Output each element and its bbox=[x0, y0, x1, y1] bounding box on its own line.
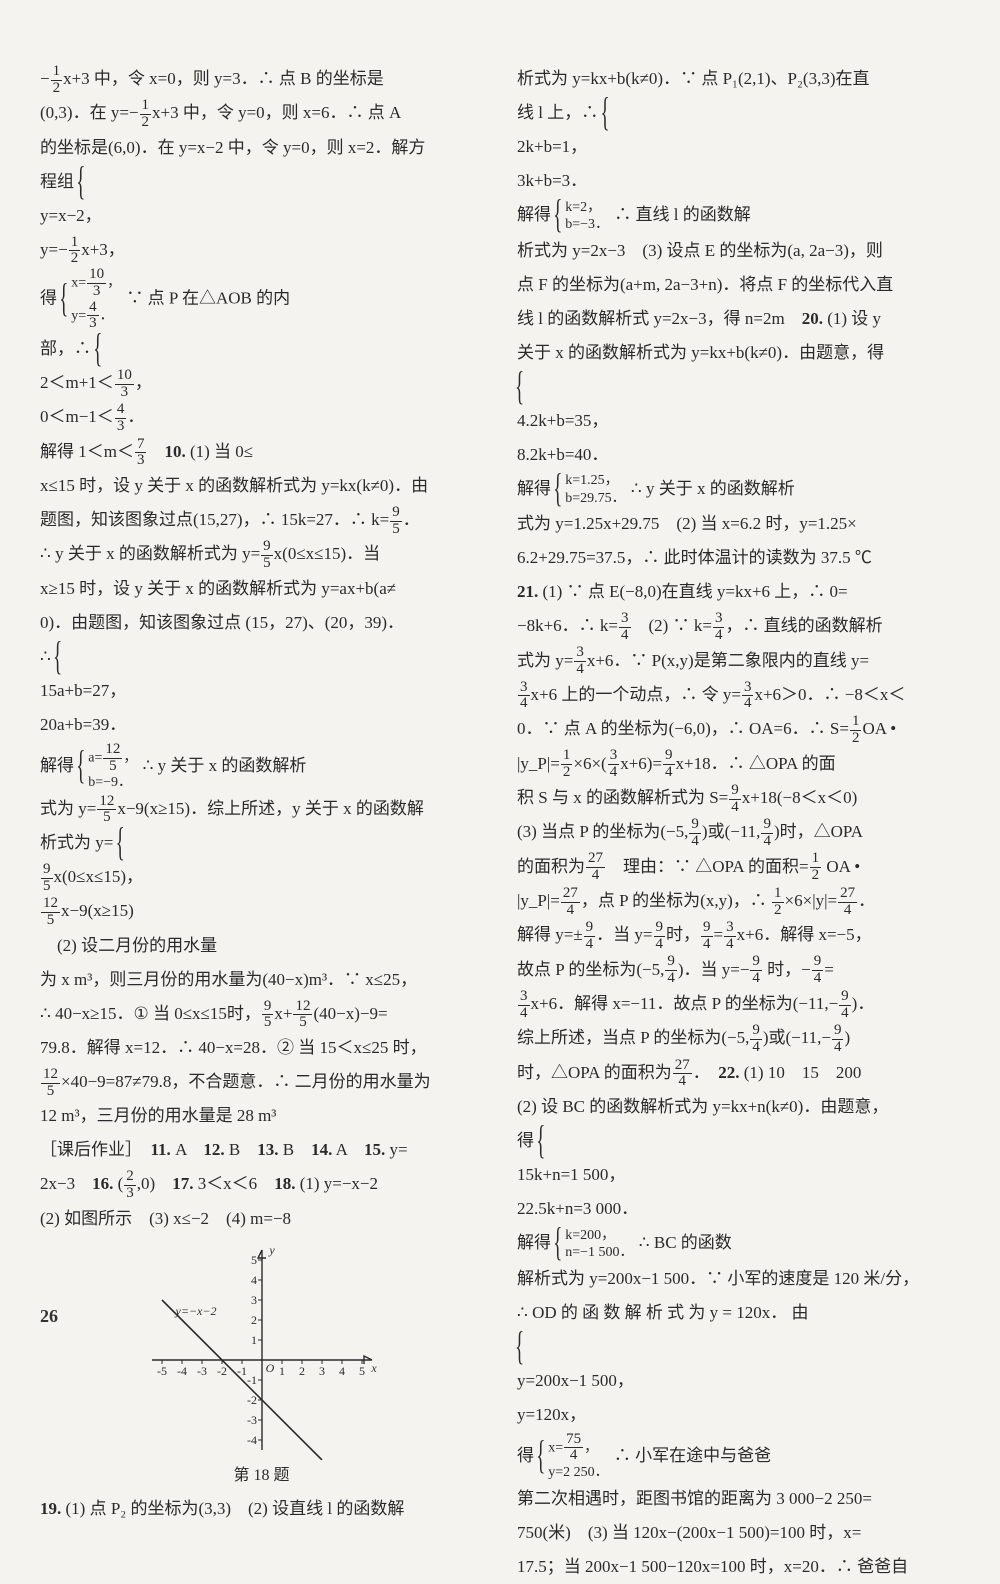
text-line: 题图，知该图象过点(15,27)，∴ 15k=27．∴ k=95． bbox=[40, 503, 483, 537]
svg-text:-4: -4 bbox=[177, 1364, 187, 1378]
svg-text:-1: -1 bbox=[247, 1373, 257, 1387]
text-line: 故点 P 的坐标为(−5,94)．当 y=−94 时，−94= bbox=[517, 953, 960, 987]
text-line: (2) 如图所示 (3) x≤−2 (4) m=−8 bbox=[40, 1202, 483, 1236]
text-line: |y_P|=274，点 P 的坐标为(x,y)，∴ 12×6×|y|=274． bbox=[517, 884, 960, 918]
svg-text:-5: -5 bbox=[157, 1364, 167, 1378]
text-line: x≤15 时，设 y 关于 x 的函数解析式为 y=kx(k≠0)．由 bbox=[40, 469, 483, 503]
text-line: 析式为 y= bbox=[40, 826, 483, 860]
text-line: 式为 y=1.25x+29.75 (2) 当 x=6.2 时，y=1.25× bbox=[517, 507, 960, 541]
svg-text:2: 2 bbox=[251, 1313, 257, 1327]
text-line: 积 S 与 x 的函数解析式为 S=94x+18(−8＜x＜0) bbox=[517, 781, 960, 815]
text-line bbox=[517, 1330, 960, 1364]
text-line: 125×40−9=87≠79.8，不合题意．∴ 二月份的用水量为 bbox=[40, 1065, 483, 1099]
text-line: 0．∵ 点 A 的坐标为(−6,0)，∴ OA=6．∴ S=12OA • bbox=[517, 712, 960, 746]
page-columns: −12x+3 中，令 x=0，则 y=3．∴ 点 B 的坐标是 (0,3)．在 … bbox=[40, 62, 960, 1584]
text-line: 析式为 y=kx+b(k≠0)．∵ 点 P₁(2,1)、P₂(3,3)在直 bbox=[517, 62, 960, 96]
text-line: 0)．由题图，知该图象过点 (15，27)、(20，39)． bbox=[40, 606, 483, 640]
text-line: 17.5；当 200x−1 500−120x=100 时，x=20．∴ 爸爸自 bbox=[517, 1550, 960, 1584]
text-line: 综上所述，当点 P 的坐标为(−5,94)或(−11,−94) bbox=[517, 1021, 960, 1055]
text-line: ［课后作业］ 11. A 12. B 13. B 14. A 15. y= bbox=[40, 1133, 483, 1167]
svg-text:-2: -2 bbox=[247, 1393, 257, 1407]
text-line: 析式为 y=2x−3 (3) 设点 E 的坐标为(a, 2a−3)，则 bbox=[517, 234, 960, 268]
text-line: 为 x m³，则三月份的用水量为(40−x)m³．∵ x≤25， bbox=[40, 963, 483, 997]
text-line: 线 l 上，∴ bbox=[517, 96, 960, 130]
svg-text:4: 4 bbox=[251, 1273, 257, 1287]
text-line: ∴ bbox=[40, 640, 483, 674]
text-line: ∴ OD 的 函 数 解 析 式 为 y = 120x． 由 bbox=[517, 1296, 960, 1330]
text-line: 第二次相遇时，距图书馆的距离为 3 000−2 250= bbox=[517, 1482, 960, 1516]
right-column: 析式为 y=kx+b(k≠0)．∵ 点 P₁(2,1)、P₂(3,3)在直 线 … bbox=[517, 62, 960, 1584]
text-line: 79.8．解得 x=12．∴ 40−x=28．② 当 15＜x≤25 时， bbox=[40, 1031, 483, 1065]
problem-number: 12. bbox=[203, 1140, 224, 1159]
text-line: 关于 x 的函数解析式为 y=kx+b(k≠0)．由题意，得 bbox=[517, 336, 960, 370]
text-line: 21. (1) ∵ 点 E(−8,0)在直线 y=kx+6 上，∴ 0= bbox=[517, 575, 960, 609]
text-line: 解得 y=±94．当 y=94时，94=34x+6．解得 x=−5， bbox=[517, 918, 960, 952]
text-line: |y_P|=12×6×(34x+6)=94x+18．∴ △OPA 的面 bbox=[517, 747, 960, 781]
problem-number: 20. bbox=[802, 309, 823, 328]
text-line: −12x+3 中，令 x=0，则 y=3．∴ 点 B 的坐标是 bbox=[40, 62, 483, 96]
text-line: 解析式为 y=200x−1 500．∵ 小军的速度是 120 米/分， bbox=[517, 1262, 960, 1296]
svg-text:2: 2 bbox=[299, 1364, 305, 1378]
text-line: (3) 当点 P 的坐标为(−5,94)或(−11,94)时，△OPA bbox=[517, 815, 960, 849]
problem-number: 11. bbox=[151, 1140, 171, 1159]
text-line: 的面积为274 理由：∵ △OPA 的面积=12 OA • bbox=[517, 850, 960, 884]
svg-text:-2: -2 bbox=[217, 1364, 227, 1378]
text-line: ∴ y 关于 x 的函数解析式为 y=95x(0≤x≤15)．当 bbox=[40, 537, 483, 571]
svg-text:-3: -3 bbox=[247, 1413, 257, 1427]
svg-text:-4: -4 bbox=[247, 1433, 257, 1447]
text-line: 程组 bbox=[40, 165, 483, 199]
text-line: (0,3)．在 y=−12x+3 中，令 y=0，则 x=6．∴ 点 A bbox=[40, 96, 483, 130]
problem-number: 18. bbox=[274, 1174, 295, 1193]
svg-text:y=−x−2: y=−x−2 bbox=[174, 1304, 216, 1318]
svg-text:1: 1 bbox=[251, 1333, 257, 1347]
svg-text:x: x bbox=[370, 1361, 377, 1375]
text-line: 34x+6 上的一个动点，∴ 令 y=34x+6＞0．∴ −8＜x＜ bbox=[517, 678, 960, 712]
text-line: 式为 y=34x+6．∵ P(x,y)是第二象限内的直线 y= bbox=[517, 644, 960, 678]
problem-number: 10. bbox=[164, 442, 185, 461]
text-line: ∴ 40−x≥15．① 当 0≤x≤15时，95x+125(40−x)−9= bbox=[40, 997, 483, 1031]
text-line: 19. (1) 点 P₂ 的坐标为(3,3) (2) 设直线 l 的函数解 bbox=[40, 1492, 483, 1526]
svg-text:5: 5 bbox=[251, 1253, 257, 1267]
figure-caption: 第 18 题 bbox=[40, 1460, 483, 1492]
problem-number: 22. bbox=[718, 1063, 739, 1082]
svg-text:y: y bbox=[268, 1243, 275, 1257]
text-line: 6.2+29.75=37.5，∴ 此时体温计的读数为 37.5 ℃ bbox=[517, 541, 960, 575]
graph-figure-18: -5-4-3-2-112345 12345-1-2-3-4 O x y y=−x… bbox=[142, 1240, 382, 1460]
svg-text:-3: -3 bbox=[197, 1364, 207, 1378]
text-line: 12 m³，三月份的用水量是 28 m³ bbox=[40, 1099, 483, 1133]
text-line: (2) 设 BC 的函数解析式为 y=kx+n(k≠0)．由题意， bbox=[517, 1090, 960, 1124]
problem-number: 14. bbox=[311, 1140, 332, 1159]
text-line: 得 bbox=[517, 1124, 960, 1158]
svg-text:5: 5 bbox=[359, 1364, 365, 1378]
problem-number: 19. bbox=[40, 1499, 61, 1518]
problem-number: 15. bbox=[364, 1140, 385, 1159]
text-line: 34x+6．解得 x=−11．故点 P 的坐标为(−11,−94)． bbox=[517, 987, 960, 1021]
svg-text:1: 1 bbox=[279, 1364, 285, 1378]
svg-text:4: 4 bbox=[339, 1364, 345, 1378]
text-line: −8k+6．∴ k=34 (2) ∵ k=34，∴ 直线的函数解析 bbox=[517, 609, 960, 643]
svg-text:3: 3 bbox=[251, 1293, 257, 1307]
text-line: x≥15 时，设 y 关于 x 的函数解析式为 y=ax+b(a≠ bbox=[40, 572, 483, 606]
left-column: −12x+3 中，令 x=0，则 y=3．∴ 点 B 的坐标是 (0,3)．在 … bbox=[40, 62, 483, 1584]
problem-number: 21. bbox=[517, 582, 538, 601]
text-line: 时，△OPA 的面积为274． 22. (1) 10 15 200 bbox=[517, 1056, 960, 1090]
svg-text:3: 3 bbox=[319, 1364, 325, 1378]
text-line: 750(米) (3) 当 120x−(200x−1 500)=100 时，x= bbox=[517, 1516, 960, 1550]
text-line: 的坐标是(6,0)．在 y=x−2 中，令 y=0，则 x=2．解方 bbox=[40, 131, 483, 165]
text-line bbox=[517, 370, 960, 404]
text-line: 2x−3 16. (23,0) 17. 3＜x＜6 18. (1) y=−x−2 bbox=[40, 1167, 483, 1201]
text-line: 点 F 的坐标为(a+m, 2a−3+n)．将点 F 的坐标代入直 bbox=[517, 268, 960, 302]
text-line: 线 l 的函数解析式 y=2x−3，得 n=2m 20. (1) 设 y bbox=[517, 302, 960, 336]
page-number: 26 bbox=[40, 1298, 58, 1334]
svg-text:O: O bbox=[265, 1361, 274, 1375]
problem-number: 13. bbox=[257, 1140, 278, 1159]
text-line: 式为 y=125x−9(x≥15)．综上所述，y 关于 x 的函数解 bbox=[40, 792, 483, 826]
text-line: 部，∴ bbox=[40, 332, 483, 366]
problem-number: 17. bbox=[172, 1174, 193, 1193]
problem-number: 16. bbox=[92, 1174, 113, 1193]
